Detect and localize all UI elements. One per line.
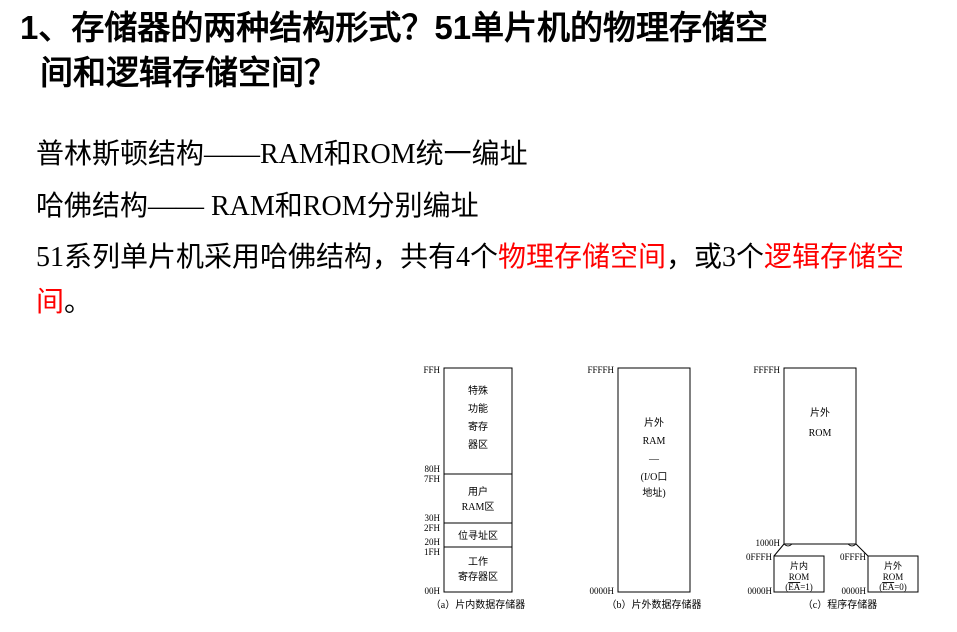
svg-text:0000H: 0000H	[748, 586, 773, 596]
svg-text:片内: 片内	[790, 560, 808, 571]
svg-text:80H: 80H	[425, 464, 441, 474]
answer-line-3: 51系列单片机采用哈佛结构，共有4个物理存储空间，或3个逻辑存储空间。	[36, 236, 926, 326]
svg-text:—: —	[648, 454, 660, 465]
svg-text:0FFFH: 0FFFH	[746, 552, 773, 562]
svg-text:寄存: 寄存	[468, 420, 488, 433]
l3-a: 51系列单片机采用哈佛结构，共有4个	[36, 242, 498, 273]
l3-b: ，或3个	[666, 242, 764, 273]
svg-text:ROM: ROM	[789, 572, 810, 582]
svg-text:（c）程序存储器: （c）程序存储器	[803, 598, 877, 611]
svg-text:FFFFH: FFFFH	[587, 365, 614, 375]
svg-text:2FH: 2FH	[424, 523, 441, 533]
svg-text:片外: 片外	[644, 416, 664, 429]
title-line1: 1、存储器的两种结构形式？51单片机的物理存储空	[20, 9, 768, 46]
svg-text:7FH: 7FH	[424, 474, 441, 484]
svg-text:(EA=1): (EA=1)	[785, 582, 813, 592]
svg-text:FFFFH: FFFFH	[753, 365, 780, 375]
svg-text:00H: 00H	[425, 586, 441, 596]
svg-text:1000H: 1000H	[756, 538, 781, 548]
svg-text:RAM: RAM	[643, 436, 666, 447]
svg-text:（b）片外数据存储器: （b）片外数据存储器	[607, 598, 702, 611]
svg-text:0000H: 0000H	[590, 586, 615, 596]
l3-hl1: 物理存储空间	[498, 242, 666, 273]
svg-text:0000H: 0000H	[842, 586, 867, 596]
diagram-b: FFFFH 0000H 片外 RAM — (I/O口 地址) （b）片外数据存储…	[587, 365, 701, 611]
svg-text:ROM: ROM	[883, 572, 904, 582]
svg-text:ROM: ROM	[809, 428, 832, 439]
svg-text:特殊: 特殊	[468, 384, 488, 397]
diagram-a: FFH 80H 7FH 30H 2FH 20H 1FH 00H 特殊 功能 寄存…	[423, 365, 525, 611]
svg-text:FFH: FFH	[423, 365, 440, 375]
l3-c: 。	[64, 287, 92, 318]
svg-text:寄存器区: 寄存器区	[458, 570, 498, 583]
svg-text:功能: 功能	[468, 402, 488, 415]
question-title: 1、存储器的两种结构形式？51单片机的物理存储空 间和逻辑存储空间？	[20, 6, 920, 95]
svg-text:(I/O口: (I/O口	[641, 472, 668, 483]
memory-diagram: FFH 80H 7FH 30H 2FH 20H 1FH 00H 特殊 功能 寄存…	[400, 362, 957, 632]
svg-text:0FFFH: 0FFFH	[840, 552, 867, 562]
svg-text:（a）片内数据存储器: （a）片内数据存储器	[431, 598, 525, 611]
answer-line-1: 普林斯顿结构——RAM和ROM统一编址	[36, 132, 528, 172]
svg-text:20H: 20H	[425, 537, 441, 547]
title-line2: 间和逻辑存储空间？	[20, 54, 337, 91]
svg-text:1FH: 1FH	[424, 547, 441, 557]
svg-text:地址): 地址)	[642, 486, 665, 499]
svg-text:器区: 器区	[468, 439, 488, 451]
svg-text:片外: 片外	[810, 406, 830, 419]
svg-text:(EA=0): (EA=0)	[879, 582, 907, 592]
answer-line-2: 哈佛结构—— RAM和ROM分别编址	[36, 184, 479, 224]
svg-text:用户: 用户	[468, 485, 488, 498]
svg-text:RAM区: RAM区	[462, 501, 495, 513]
diagram-c: FFFFH 片外 ROM 1000H 0FFFH 0FFFH 片内 ROM (E…	[746, 365, 918, 611]
svg-text:位寻址区: 位寻址区	[458, 529, 498, 542]
svg-text:片外: 片外	[884, 560, 902, 571]
svg-text:30H: 30H	[425, 513, 441, 523]
svg-text:工作: 工作	[468, 556, 488, 568]
